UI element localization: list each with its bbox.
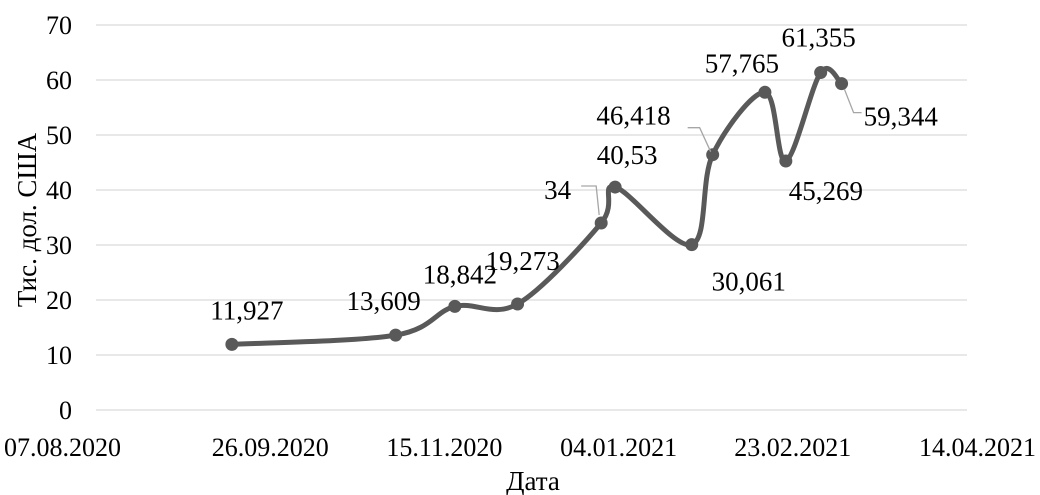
- data-label: 34: [544, 175, 572, 205]
- x-tick-label: 07.08.2020: [4, 433, 121, 462]
- x-axis-ticks: 07.08.2020 26.09.2020 15.11.2020 04.01.2021…: [4, 433, 1036, 462]
- data-point: [835, 77, 849, 91]
- data-point: [706, 148, 720, 162]
- x-tick-label: 26.09.2020: [212, 433, 329, 462]
- data-label: 11,927: [210, 295, 283, 325]
- x-tick-label: 15.11.2020: [386, 433, 502, 462]
- label-leader-line: [581, 185, 600, 216]
- y-tick-label: 30: [46, 231, 72, 260]
- data-point: [225, 337, 239, 351]
- data-point: [389, 328, 403, 342]
- x-tick-label: 14.04.2021: [919, 433, 1036, 462]
- y-tick-label: 10: [46, 341, 72, 370]
- data-label: 13,609: [346, 286, 420, 316]
- data-point: [608, 180, 622, 194]
- x-tick-label: 23.02.2021: [734, 433, 851, 462]
- data-label: 45,269: [789, 176, 863, 206]
- data-point: [685, 238, 699, 252]
- gridlines: [96, 24, 967, 411]
- label-leader-lines: [581, 89, 862, 216]
- data-label: 18,842: [423, 259, 497, 289]
- y-tick-label: 50: [46, 121, 72, 150]
- data-label: 57,765: [705, 48, 779, 78]
- y-tick-label: 0: [59, 396, 72, 425]
- data-point: [448, 299, 462, 313]
- y-axis-ticks: 0 10 20 30 40 50 60 70: [46, 11, 72, 425]
- y-axis-title: Тис. дол. США: [12, 132, 42, 307]
- label-leader-line: [843, 89, 862, 114]
- data-label: 59,344: [864, 102, 939, 132]
- data-point: [594, 216, 608, 230]
- y-tick-label: 20: [46, 286, 72, 315]
- data-label: 46,418: [596, 101, 670, 131]
- y-tick-label: 40: [46, 176, 72, 205]
- data-point: [511, 297, 525, 311]
- data-label: 61,355: [782, 23, 856, 53]
- x-tick-label: 04.01.2021: [560, 433, 677, 462]
- y-tick-label: 60: [46, 66, 72, 95]
- series: [225, 66, 849, 351]
- data-point: [758, 85, 772, 99]
- data-point: [779, 154, 793, 168]
- data-label: 30,061: [712, 267, 786, 297]
- x-axis-title: Дата: [506, 466, 560, 495]
- data-label: 19,273: [485, 246, 559, 276]
- series-line: [229, 66, 845, 347]
- data-label: 40,53: [597, 140, 658, 170]
- y-tick-label: 70: [46, 11, 72, 40]
- data-point: [814, 66, 828, 80]
- label-leader-line: [687, 127, 712, 152]
